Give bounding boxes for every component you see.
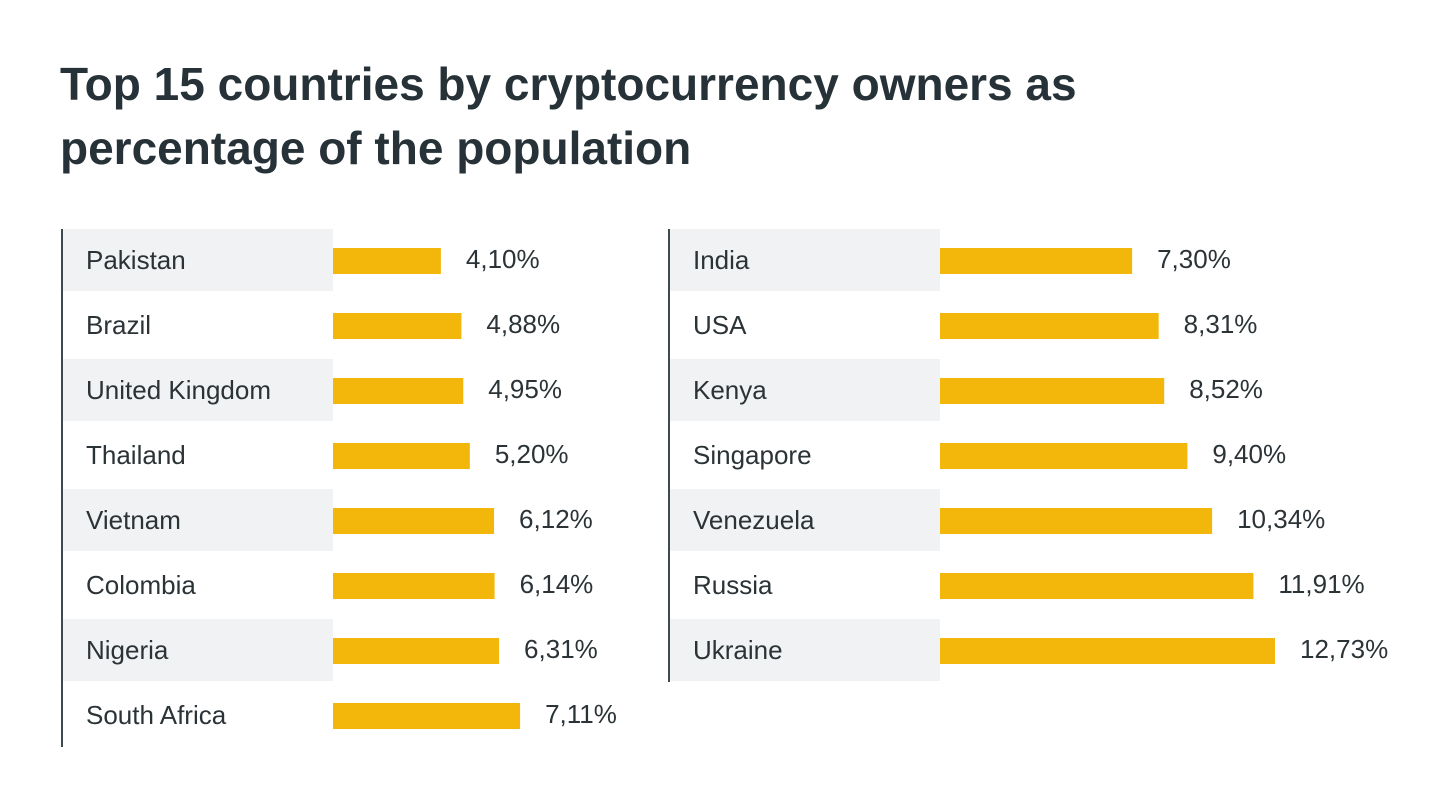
bar — [940, 443, 1188, 469]
value-label: 7,11% — [545, 699, 617, 729]
bar — [940, 508, 1213, 534]
category-label: Colombia — [86, 570, 196, 600]
row-background — [670, 229, 940, 291]
category-label: Vietnam — [86, 505, 181, 535]
category-label: South Africa — [86, 700, 227, 730]
category-label: India — [693, 245, 750, 275]
value-label: 4,88% — [486, 309, 560, 339]
value-label: 9,40% — [1212, 439, 1286, 469]
category-label: Kenya — [693, 375, 767, 405]
value-label: 10,34% — [1237, 504, 1325, 534]
bar — [333, 443, 470, 469]
bar — [333, 508, 495, 534]
row-background — [670, 489, 940, 551]
value-label: 4,10% — [466, 244, 540, 274]
bar — [333, 248, 441, 274]
category-label: Singapore — [693, 440, 812, 470]
value-label: 4,95% — [488, 374, 562, 404]
row-background — [63, 359, 333, 421]
bar — [333, 638, 500, 664]
chart-title: Top 15 countries by cryptocurrency owner… — [60, 58, 1077, 174]
value-label: 6,12% — [519, 504, 593, 534]
bar — [333, 573, 495, 599]
bar — [940, 378, 1165, 404]
value-label: 6,14% — [520, 569, 594, 599]
row-background — [63, 619, 333, 681]
row-background — [63, 489, 333, 551]
category-label: United Kingdom — [86, 375, 271, 405]
bar — [940, 313, 1159, 339]
row-background — [670, 619, 940, 681]
value-label: 11,91% — [1278, 569, 1364, 599]
bar — [940, 638, 1275, 664]
value-label: 8,52% — [1189, 374, 1263, 404]
bar — [940, 573, 1254, 599]
category-label: Russia — [693, 570, 773, 600]
bar — [333, 378, 464, 404]
value-label: 8,31% — [1184, 309, 1258, 339]
value-label: 12,73% — [1300, 634, 1388, 664]
category-label: Ukraine — [693, 635, 783, 665]
value-label: 5,20% — [495, 439, 569, 469]
category-label: Nigeria — [86, 635, 169, 665]
value-label: 6,31% — [524, 634, 598, 664]
row-background — [63, 229, 333, 291]
category-label: Venezuela — [693, 505, 815, 535]
category-label: Brazil — [86, 310, 151, 340]
bar — [940, 248, 1133, 274]
bar — [333, 313, 462, 339]
value-label: 7,30% — [1157, 244, 1231, 274]
bar — [333, 703, 521, 729]
category-label: Pakistan — [86, 245, 186, 275]
category-label: USA — [693, 310, 747, 340]
category-label: Thailand — [86, 440, 186, 470]
row-background — [670, 359, 940, 421]
